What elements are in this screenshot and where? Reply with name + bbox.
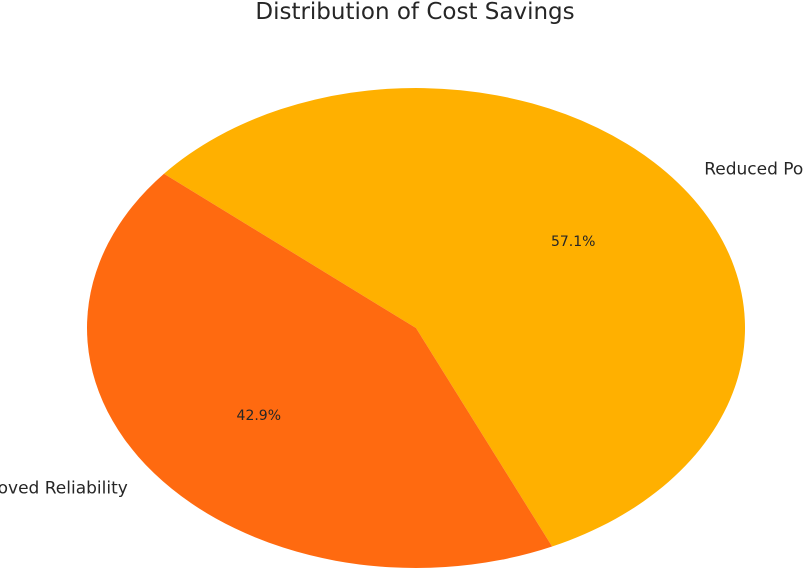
pie-slice-reduced-power-losses bbox=[163, 87, 746, 547]
pie-slice-percent-label: 42.9% bbox=[237, 408, 281, 424]
pie-slices bbox=[87, 87, 746, 568]
pie-slice-category-label: Improved Reliability bbox=[0, 479, 128, 499]
pie-slice-category-label: Reduced Power Losses bbox=[704, 159, 803, 179]
pie-slice-improved-reliability bbox=[87, 173, 553, 568]
pie-slice-percent-label: 57.1% bbox=[551, 234, 595, 250]
chart-title: Distribution of Cost Savings bbox=[255, 0, 574, 25]
pie-labels: 57.1% Reduced Power Losses 42.9% Improved R… bbox=[0, 159, 803, 498]
